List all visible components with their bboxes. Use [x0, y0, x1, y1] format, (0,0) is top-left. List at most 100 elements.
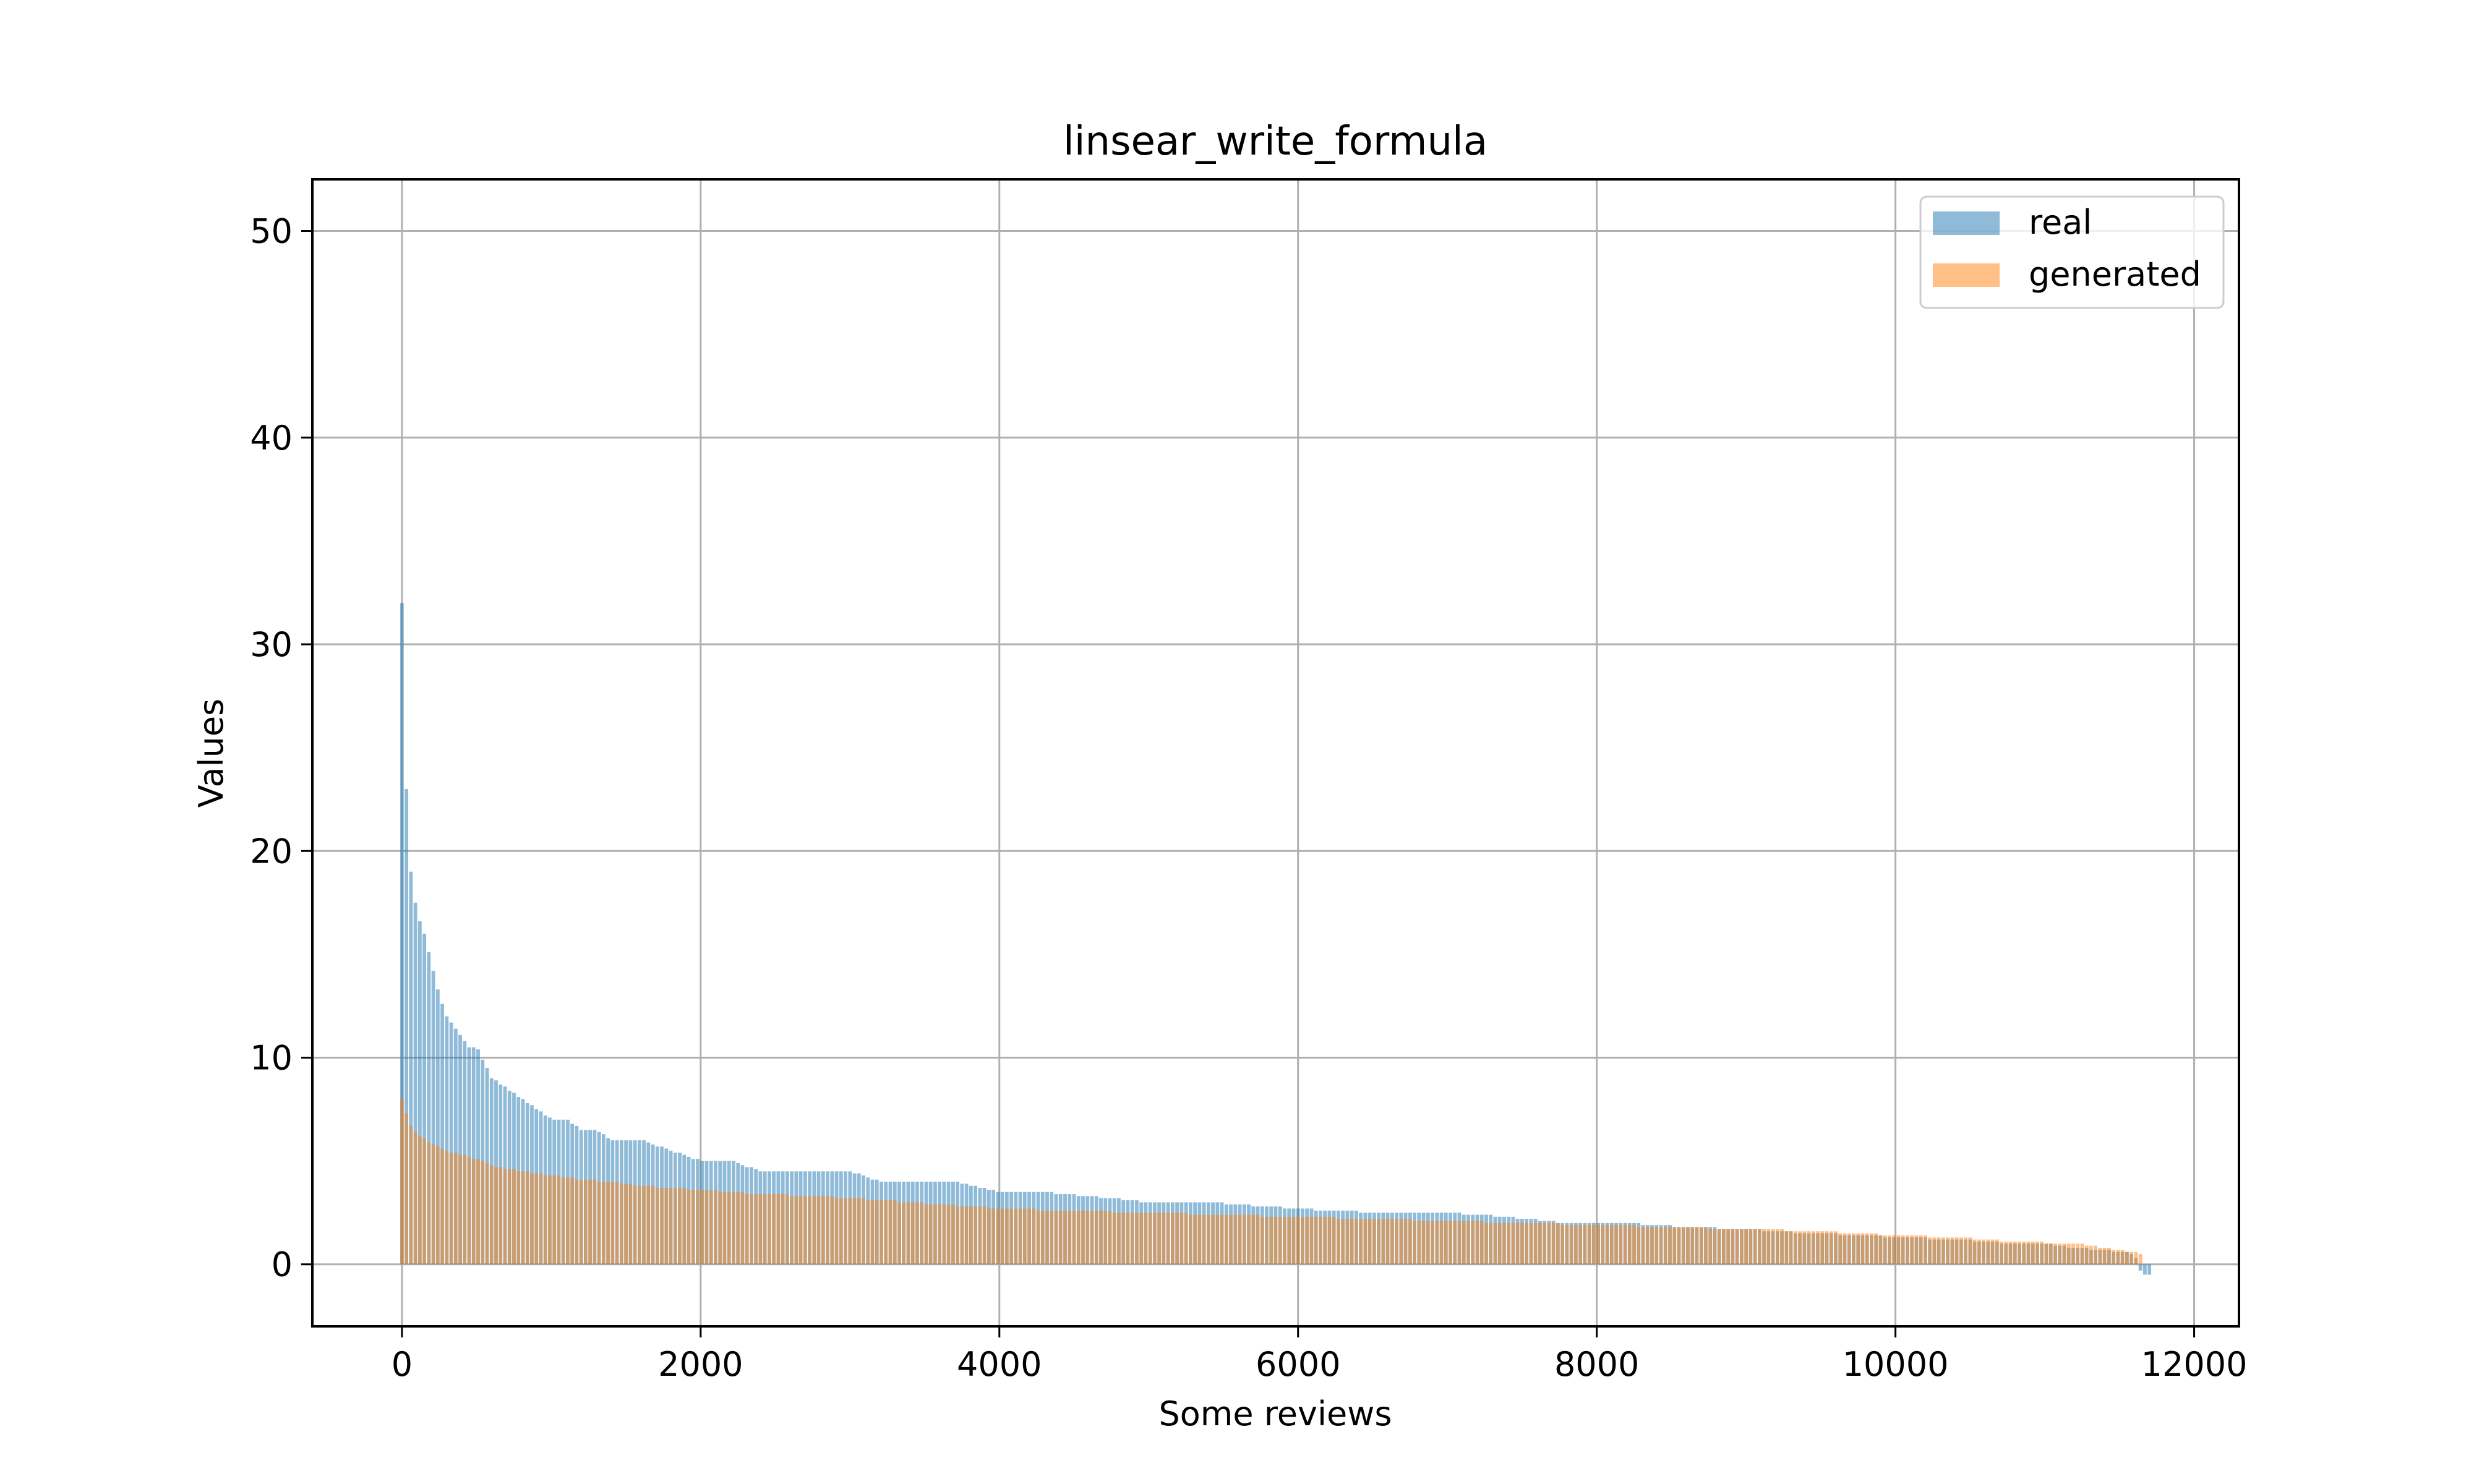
bar-generated: [1072, 1210, 1076, 1264]
bar-generated: [1601, 1225, 1605, 1264]
bar-generated: [1637, 1227, 1641, 1264]
bar-real: [2142, 1264, 2147, 1275]
bar-generated: [1099, 1210, 1103, 1264]
bar-generated: [2013, 1241, 2017, 1264]
bar-generated: [2120, 1250, 2125, 1264]
bar-generated: [1479, 1221, 1484, 1264]
bar-generated: [1417, 1221, 1421, 1264]
bar-generated: [1731, 1229, 1735, 1264]
bar-generated: [1022, 1208, 1027, 1264]
bar-generated: [1954, 1237, 1959, 1264]
bar-generated: [1766, 1229, 1771, 1264]
bar-generated: [1381, 1219, 1385, 1264]
bar-generated: [2022, 1241, 2026, 1264]
bar-generated: [2040, 1241, 2044, 1264]
bar-real: [404, 788, 409, 1264]
bar-generated: [1924, 1235, 1927, 1264]
bar-generated: [1444, 1221, 1448, 1264]
legend: real generated: [1919, 195, 2225, 309]
bar-generated: [1032, 1208, 1036, 1264]
bar-generated: [1950, 1237, 1954, 1264]
bar-generated: [1677, 1227, 1681, 1264]
bar-generated: [1829, 1231, 1833, 1264]
bar-generated: [1314, 1216, 1318, 1264]
bar-generated: [1449, 1221, 1452, 1264]
bar-generated: [1995, 1239, 1999, 1264]
bar-generated: [1269, 1216, 1273, 1264]
bar-generated: [1435, 1221, 1439, 1264]
bar-generated: [1596, 1225, 1600, 1264]
legend-label-generated: generated: [2029, 255, 2201, 294]
bar-generated: [969, 1206, 973, 1264]
series-generated: [400, 1099, 2142, 1264]
bar-generated: [1865, 1233, 1869, 1264]
bar-generated: [1305, 1216, 1309, 1264]
bar-real: [435, 989, 440, 1264]
bar-generated: [1148, 1213, 1152, 1264]
bar-generated: [1515, 1222, 1520, 1264]
x-tick-label: 4000: [957, 1345, 1042, 1384]
bar-generated: [1753, 1229, 1757, 1264]
bar-generated: [1068, 1210, 1072, 1264]
bar-generated: [1834, 1231, 1838, 1264]
bar-generated: [1538, 1222, 1542, 1264]
bar-generated: [499, 1167, 503, 1264]
bar-generated: [875, 1200, 879, 1264]
y-tick-label: 40: [250, 419, 293, 458]
bar-generated: [803, 1196, 807, 1264]
bar-generated: [1063, 1210, 1067, 1264]
bar-generated: [1484, 1222, 1488, 1264]
bar-generated: [1206, 1214, 1210, 1264]
bar-real: [413, 902, 417, 1264]
bar-generated: [714, 1190, 717, 1264]
bar-generated: [1860, 1233, 1865, 1264]
bar-generated: [2089, 1245, 2093, 1264]
bar-generated: [946, 1204, 951, 1264]
bar-generated: [1327, 1216, 1332, 1264]
bar-generated: [512, 1169, 516, 1264]
bar-generated: [2066, 1243, 2071, 1264]
bar-generated: [575, 1179, 579, 1264]
bar-generated: [1081, 1210, 1085, 1264]
bar-generated: [404, 1113, 409, 1264]
bar-generated: [624, 1183, 628, 1264]
bar-generated: [440, 1148, 444, 1264]
bar-generated: [2107, 1247, 2111, 1264]
bars-layer: [400, 603, 2152, 1275]
bar-generated: [1502, 1222, 1506, 1264]
bar-generated: [2102, 1247, 2107, 1264]
bar-generated: [870, 1200, 875, 1264]
bar-generated: [1054, 1210, 1058, 1264]
bar-generated: [539, 1173, 543, 1264]
bar-generated: [897, 1202, 901, 1264]
bar-generated: [561, 1177, 565, 1264]
bar-generated: [1265, 1216, 1269, 1264]
bar-generated: [1744, 1229, 1748, 1264]
bar-generated: [892, 1200, 897, 1264]
bar-generated: [1820, 1231, 1825, 1264]
bar-generated: [619, 1183, 623, 1264]
bar-generated: [1372, 1219, 1376, 1264]
bar-generated: [1704, 1227, 1708, 1264]
bar-generated: [1475, 1221, 1479, 1264]
bar-generated: [521, 1171, 525, 1264]
bar-generated: [1888, 1235, 1891, 1264]
bar-generated: [2084, 1245, 2089, 1264]
bar-generated: [1309, 1216, 1314, 1264]
bar-generated: [1511, 1222, 1515, 1264]
bar-generated: [633, 1185, 637, 1264]
bar-generated: [2098, 1247, 2102, 1264]
bar-generated: [750, 1194, 753, 1264]
y-tick-label: 50: [250, 212, 293, 251]
bar-generated: [1932, 1237, 1937, 1264]
bar-real: [449, 1022, 453, 1264]
bar-generated: [732, 1192, 735, 1264]
plot-frame: [311, 178, 2240, 1328]
bar-generated: [566, 1177, 570, 1264]
bar-generated: [704, 1190, 709, 1264]
bar-generated: [588, 1179, 593, 1264]
bar-generated: [2094, 1245, 2098, 1264]
bar-generated: [1036, 1210, 1040, 1264]
bar-generated: [1569, 1225, 1573, 1264]
bar-generated: [1229, 1214, 1233, 1264]
